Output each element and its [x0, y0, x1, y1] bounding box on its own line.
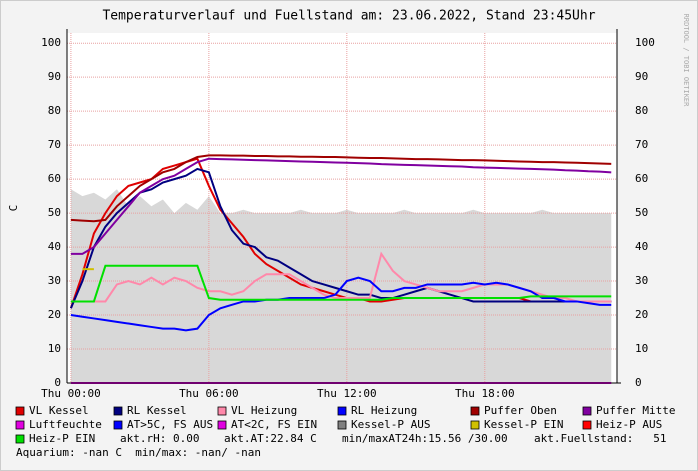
y-tick-label: 60 — [48, 172, 61, 185]
line — [70, 276, 612, 332]
y2-tick-label: 30 — [635, 274, 648, 287]
legend-swatch — [15, 434, 25, 444]
legend-swatch — [582, 420, 592, 430]
x-tick-label: Thu 00:00 — [41, 387, 101, 400]
legend-label: Kessel-P AUS — [351, 418, 430, 431]
watermark: RRDTOOL / TOBI OETIKER — [682, 14, 690, 108]
legend-swatch — [337, 406, 347, 416]
legend-swatch — [337, 420, 347, 430]
legend-swatch — [15, 420, 25, 430]
y2-tick-label: 0 — [635, 376, 642, 389]
x-tick-label: Thu 12:00 — [317, 387, 377, 400]
legend-swatch — [113, 406, 123, 416]
y-tick-label: 70 — [48, 138, 61, 151]
legend-swatch — [217, 420, 227, 430]
legend-swatch — [470, 420, 480, 430]
y-tick-label: 80 — [48, 104, 61, 117]
legend-swatch — [113, 420, 123, 430]
chart-title: Temperaturverlauf und Fuellstand am: 23.… — [102, 9, 595, 24]
y2-tick-label: 70 — [635, 138, 648, 151]
x-tick-label: Thu 06:00 — [179, 387, 239, 400]
info-text: min/maxAT24h:15.56 /30.00 — [342, 432, 508, 445]
legend-label: VL Heizung — [231, 404, 297, 417]
legend-label: Puffer Oben — [484, 404, 557, 417]
y-tick-label: 40 — [48, 240, 61, 253]
line — [70, 264, 612, 303]
y-tick-label: 50 — [48, 206, 61, 219]
legend-swatch — [217, 406, 227, 416]
y-tick-label: 90 — [48, 70, 61, 83]
info-text: Aquarium: -nan C min/max: -nan/ -nan — [16, 446, 261, 459]
line — [69, 167, 612, 309]
y2-tick-label: 40 — [635, 240, 648, 253]
legend-label: Heiz-P EIN — [29, 432, 95, 445]
y-tick-label: 100 — [41, 36, 61, 49]
legend-swatch — [15, 406, 25, 416]
y2-tick-label: 90 — [635, 70, 648, 83]
legend-label: Puffer Mitte — [596, 404, 675, 417]
y2-tick-label: 80 — [635, 104, 648, 117]
legend-label: AT<2C, FS EIN — [231, 418, 317, 431]
legend-label: Heiz-P AUS — [596, 418, 662, 431]
legend-label: RL Heizung — [351, 404, 417, 417]
y2-tick-label: 100 — [635, 36, 655, 49]
legend-label: VL Kessel — [29, 404, 89, 417]
legend-swatch — [582, 406, 592, 416]
y2-tick-label: 10 — [635, 342, 648, 355]
y2-tick-label: 20 — [635, 308, 648, 321]
info-text: akt.rH: 0.00 — [120, 432, 199, 445]
y-tick-label: 0 — [54, 376, 61, 389]
line — [70, 154, 612, 223]
legend-label: Luftfeuchte — [29, 418, 102, 431]
y2-tick-label: 60 — [635, 172, 648, 185]
info-text: akt.AT:22.84 C — [224, 432, 317, 445]
y2-tick-label: 50 — [635, 206, 648, 219]
y-axis-label: C — [7, 205, 20, 212]
x-tick-label: Thu 18:00 — [455, 387, 515, 400]
legend-swatch — [470, 406, 480, 416]
legend-label: AT>5C, FS AUS — [127, 418, 213, 431]
legend-label: RL Kessel — [127, 404, 187, 417]
legend-label: Kessel-P EIN — [484, 418, 563, 431]
y-tick-label: 30 — [48, 274, 61, 287]
y-tick-label: 20 — [48, 308, 61, 321]
y-tick-label: 10 — [48, 342, 61, 355]
line — [70, 157, 612, 255]
info-text: akt.Fuellstand: 51 — [534, 432, 666, 445]
area — [70, 189, 612, 383]
